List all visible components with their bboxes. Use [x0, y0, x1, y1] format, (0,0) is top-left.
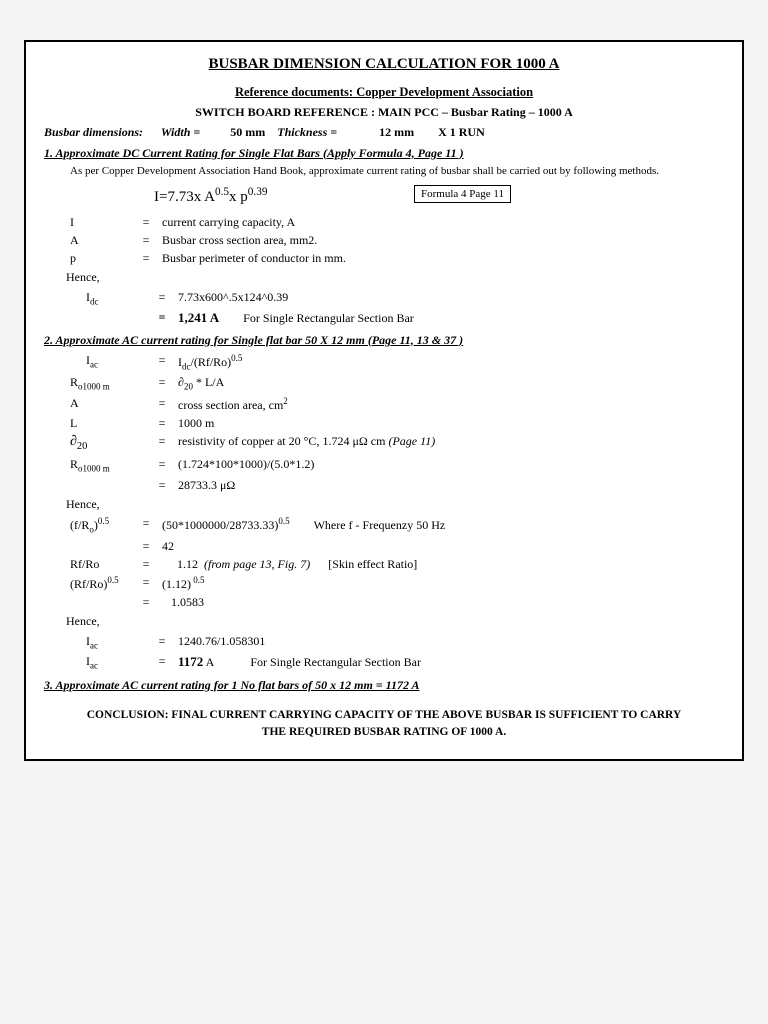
RfRo-val: 1.12 [177, 557, 198, 571]
section2-calc: (f/Ro)0.5=(50*1000000/28733.33)0.5 Where… [66, 514, 449, 611]
Iac-calc: 1240.76/1.058301 [174, 632, 425, 653]
RfRo-skin: [Skin effect Ratio] [328, 557, 417, 571]
Iac-exp: 0.5 [231, 353, 242, 363]
formula-text: I=7.73x A [154, 189, 215, 205]
formula-mid: x p [229, 189, 248, 205]
A-exp: 2 [283, 396, 288, 406]
RfRo05-expr: (1.12) [162, 577, 191, 591]
Iac-final: 1172 [178, 654, 203, 669]
section2-definitions: Iac=Idc/(Rf/Ro)0.5 Ro1000 m=∂20 * L/A A=… [66, 351, 439, 494]
RfRo05-exp: 0.5 [191, 575, 205, 585]
Ro-calc: (1.724*100*1000)/(5.0*1.2) [174, 455, 439, 476]
section1-note: As per Copper Development Association Ha… [70, 164, 724, 179]
def-I: current carrying capacity, A [158, 213, 350, 231]
Ro-sub: 20 [184, 382, 193, 392]
fRo-expr: (50*1000000/28733.33) [162, 518, 278, 532]
Iac-unit: A [203, 655, 214, 669]
page-title: BUSBAR DIMENSION CALCULATION FOR 1000 A [44, 54, 724, 74]
Iac-note: For Single Rectangular Section Bar [250, 655, 421, 669]
conclusion: CONCLUSION: FINAL CURRENT CARRYING CAPAC… [44, 707, 724, 742]
run-value: X 1 RUN [438, 124, 485, 140]
document-page: BUSBAR DIMENSION CALCULATION FOR 1000 A … [24, 40, 744, 761]
section2-heading: 2. Approximate AC current rating for Sin… [44, 332, 724, 348]
hence2: Hence, [66, 496, 724, 512]
formula-exp1: 0.5 [215, 186, 229, 198]
section3-heading: 3. Approximate AC current rating for 1 N… [44, 677, 724, 693]
formula-box: Formula 4 Page 11 [414, 185, 511, 204]
fRo-note: Where f - Frequenzy 50 Hz [314, 518, 446, 532]
dim-label: Busbar dimensions: [44, 125, 143, 139]
section2-final: Iac=1240.76/1.058301 Iac=1172 A For Sing… [66, 632, 425, 673]
section1-heading: 1. Approximate DC Current Rating for Sin… [44, 145, 724, 161]
A-def: cross section area, cm [178, 398, 283, 412]
width-value: 50 mm [230, 124, 265, 140]
def-A: Busbar cross section area, mm2. [158, 231, 350, 249]
width-label: Width = [161, 125, 200, 139]
Idc-note: For Single Rectangular Section Bar [243, 311, 414, 325]
section1-definitions: I=current carrying capacity, A A=Busbar … [66, 213, 350, 268]
hence1: Hence, [66, 269, 724, 285]
Ro-val: 28733.3 μΩ [174, 476, 439, 494]
thickness-label: Thickness = [277, 125, 337, 139]
formula-exp2: 0.39 [248, 186, 268, 198]
L-def: 1000 m [174, 414, 439, 432]
section1-calc: Idc=7.73x600^.5x124^0.39 =1,241 A For Si… [66, 288, 418, 328]
hence3: Hence, [66, 613, 724, 629]
Ro-rest: * L/A [193, 375, 224, 389]
reference-line: Reference documents: Copper Development … [44, 84, 724, 101]
fRo-exp: 0.5 [278, 516, 289, 526]
Idc-value: 1,241 A [178, 310, 219, 325]
Idc-expr: 7.73x600^.5x124^0.39 [174, 288, 418, 309]
thickness-value: 12 mm [379, 124, 414, 140]
switchboard-line: SWITCH BOARD REFERENCE : MAIN PCC – Busb… [44, 104, 724, 120]
fRo-val: 42 [158, 537, 449, 555]
formula-4: I=7.73x A0.5x p0.39 Formula 4 Page 11 [154, 185, 724, 207]
Iac-expr: /(Rf/Ro) [191, 355, 232, 369]
RfRo-note: (from page 13, Fig. 7) [204, 557, 310, 571]
def-p: Busbar perimeter of conductor in mm. [158, 249, 350, 267]
busbar-dimensions: Busbar dimensions: Width = 50 mm Thickne… [44, 124, 724, 140]
d20-def: resistivity of copper at 20 °C, 1.724 μΩ… [178, 434, 435, 448]
Iac-def: Idc [178, 355, 191, 369]
RfRo05-val: 1.0583 [171, 595, 204, 609]
